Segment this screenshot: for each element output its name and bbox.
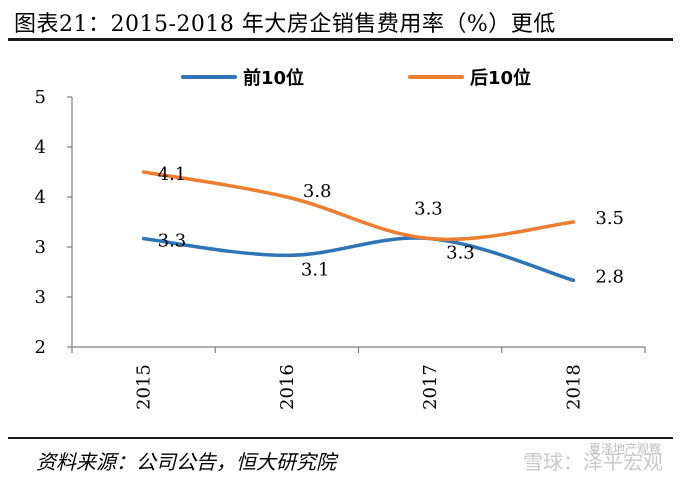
series-line-2	[141, 170, 576, 242]
y-tick-label: 4	[35, 137, 46, 158]
data-label: 2.8	[595, 266, 624, 287]
data-label: 3.1	[301, 259, 330, 280]
series-lines	[141, 170, 576, 283]
axes: 2 3 3 4 4 5 2015 2016 2017 2018	[35, 87, 646, 410]
source-note: 资料来源：公司公告，恒大研究院	[36, 450, 336, 474]
data-label: 3.3	[446, 243, 475, 264]
data-label: 3.8	[303, 181, 332, 202]
data-label: 3.3	[414, 199, 443, 220]
legend: 前10位 后10位	[181, 67, 531, 89]
y-tick-label: 4	[35, 187, 46, 208]
x-tick-label: 2016	[277, 364, 298, 410]
data-label: 4.1	[158, 164, 187, 185]
chart-title: 图表21：2015-2018 年大房企销售费用率（%）更低	[14, 12, 556, 37]
legend-label: 前10位	[243, 67, 304, 89]
data-label: 3.3	[158, 231, 187, 252]
data-labels: 3.3 3.1 3.3 2.8 4.1 3.8 3.3 3.5	[158, 164, 624, 287]
watermark: 雪球：泽平宏观	[523, 450, 663, 474]
watermark-small: 夏泽地产观察	[588, 442, 661, 456]
x-tick-label: 2015	[134, 364, 155, 410]
x-tick-label: 2018	[563, 364, 584, 410]
y-tick-label: 3	[35, 287, 46, 308]
legend-label: 后10位	[470, 67, 531, 89]
y-tick-label: 2	[35, 337, 46, 358]
title-rule	[8, 38, 673, 41]
y-tick-label: 3	[35, 237, 46, 258]
x-tick-label: 2017	[420, 364, 441, 410]
series-line-1	[141, 236, 576, 283]
y-tick-label: 5	[35, 87, 46, 108]
data-label: 3.5	[595, 208, 624, 229]
source-rule	[8, 437, 673, 439]
